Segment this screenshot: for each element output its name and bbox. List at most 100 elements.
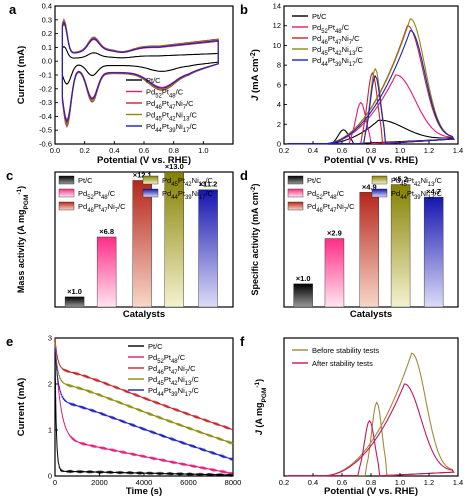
legend-label: Pd44Pt39Ni17/C (391, 189, 443, 201)
label-part: Pt (94, 202, 102, 211)
label-part: Pt (164, 364, 172, 373)
cv-curve-After stability tests (286, 383, 455, 477)
legend-swatch (371, 188, 388, 198)
label-part: 17 (349, 62, 356, 68)
label-part: Ni (342, 56, 349, 65)
label-part: Ni (192, 189, 199, 198)
bar-data-label: ×2.9 (327, 229, 342, 238)
legend-label: Pd45Pt42Ni13/C (312, 45, 364, 57)
label-part: 46 (87, 208, 94, 214)
y-tick-label: 1 (48, 426, 52, 435)
label-part: Pt (328, 45, 336, 54)
label-part: 17 (199, 195, 206, 201)
label-part: 48 (169, 94, 176, 100)
label-part: /C (355, 56, 363, 65)
label-part: ) (16, 186, 26, 189)
y-axis-label: J (mA cm-2) (250, 49, 262, 101)
label-part: Pt (94, 189, 102, 198)
bar-data-label: ×1.0 (67, 287, 82, 296)
label-part: 44 (400, 195, 407, 201)
x-tick-label: 0.8 (168, 146, 178, 155)
label-part: Pd (162, 176, 171, 185)
legend-label: Pd45Pt42Ni13/C (146, 111, 198, 123)
label-part: Ni (421, 189, 428, 198)
x-axis-label: Potential (V vs. RHE) (324, 486, 418, 497)
y-tick-label: 0.0 (42, 57, 52, 66)
label-part: 44 (171, 195, 178, 201)
y-tick-label: 12 (273, 21, 281, 30)
label-part: -2 (250, 186, 257, 192)
legend-label: Pt/C (146, 76, 161, 85)
label-part: 48 (171, 359, 178, 365)
panel-a: a 0.0 0.2 0.4 0.6 0.8 1.0 -0.6 -0.5 -0.4 -0.3 -0.2 -… (9, 2, 234, 166)
label-part: Pd (391, 189, 400, 198)
label-part: /C (352, 34, 360, 43)
label-part: Mass activity (A mg (16, 209, 26, 293)
bar-data-label: ×13.0 (165, 162, 184, 171)
y-tick-label: 0 (48, 472, 52, 481)
label-part: Ni (421, 176, 428, 185)
label-part: 13 (199, 182, 206, 188)
label-part: 17 (183, 128, 190, 134)
bar-Pd45Pt42Ni13/C (164, 171, 184, 308)
legend-label: Before stability tests (312, 346, 379, 355)
legend-swatch (371, 175, 388, 185)
legend-swatch (142, 188, 159, 198)
legend-label: Pd46Pt47Ni7/C (146, 99, 194, 111)
x-tick-label: 0.8 (366, 146, 376, 155)
legend-label: After stability tests (312, 359, 373, 368)
label-part: Pd (148, 353, 157, 362)
bar-data-label: ×11.2 (199, 180, 218, 189)
bar-data-label: ×4.9 (362, 182, 377, 191)
bar-Pd45Pt42Ni13/C (390, 184, 411, 308)
label-part: Pd (78, 202, 87, 211)
x-tick-label: 0.4 (308, 478, 318, 487)
x-axis-label: Potential (V vs. RHE) (97, 155, 191, 166)
label-part: Pt (407, 189, 415, 198)
label-part: 39 (169, 128, 176, 134)
x-tick-label: 1.0 (198, 146, 208, 155)
label-part: 39 (185, 195, 192, 201)
label-part: 44 (157, 392, 164, 398)
label-part: 13 (185, 381, 192, 387)
y-tick-label: 14 (273, 2, 281, 11)
label-part: /C (355, 45, 363, 54)
label-part: Pt (323, 189, 331, 198)
legend-label: Pd46Pt47Ni7/C (312, 34, 360, 46)
label-part: Pt/C (148, 342, 163, 351)
x-axis-label: Potential (V vs. RHE) (324, 155, 418, 166)
legend-swatch (58, 188, 75, 198)
label-part: 47 (169, 105, 176, 111)
legend-label: Pt/C (307, 176, 322, 185)
legend-label: Pd44Pt39Ni17/C (148, 386, 200, 398)
label-part: 48 (330, 195, 337, 201)
x-tick-label: 6000 (180, 478, 197, 487)
bar-Pd44Pt39Ni17/C (198, 189, 218, 308)
label-part: Pt (328, 34, 336, 43)
legend-label: Pt/C (312, 12, 327, 21)
bar-Pd52Pt48/C (96, 236, 117, 308)
label-part: 42 (335, 51, 342, 57)
y-tick-label: -0.3 (39, 98, 52, 107)
label-part: /C (188, 364, 196, 373)
label-part: Pt (164, 353, 172, 362)
label-part: 52 (155, 94, 162, 100)
chrono-curve-Pd45Pt42Ni13/C (54, 342, 234, 445)
label-part: 13 (349, 51, 356, 57)
label-part: 7 (185, 370, 189, 376)
label-part: Pt (162, 122, 170, 131)
label-part: /C (191, 375, 199, 384)
label-part: Pd (146, 122, 155, 131)
x-tick-label: 0.2 (79, 146, 89, 155)
legend-label: Pd52Pt48/C (312, 23, 350, 35)
legend-swatch (287, 188, 304, 198)
x-axis-label: Catalysts (123, 309, 165, 320)
label-part: Pd (148, 386, 157, 395)
legend-label: Pt/C (148, 342, 163, 351)
label-part: 7 (344, 208, 348, 214)
panel-letter: e (6, 334, 13, 349)
legend-label: Pd46Pt47Ni7/C (148, 364, 196, 376)
label-part: ) (250, 184, 260, 187)
label-part: (A mg (254, 402, 264, 430)
